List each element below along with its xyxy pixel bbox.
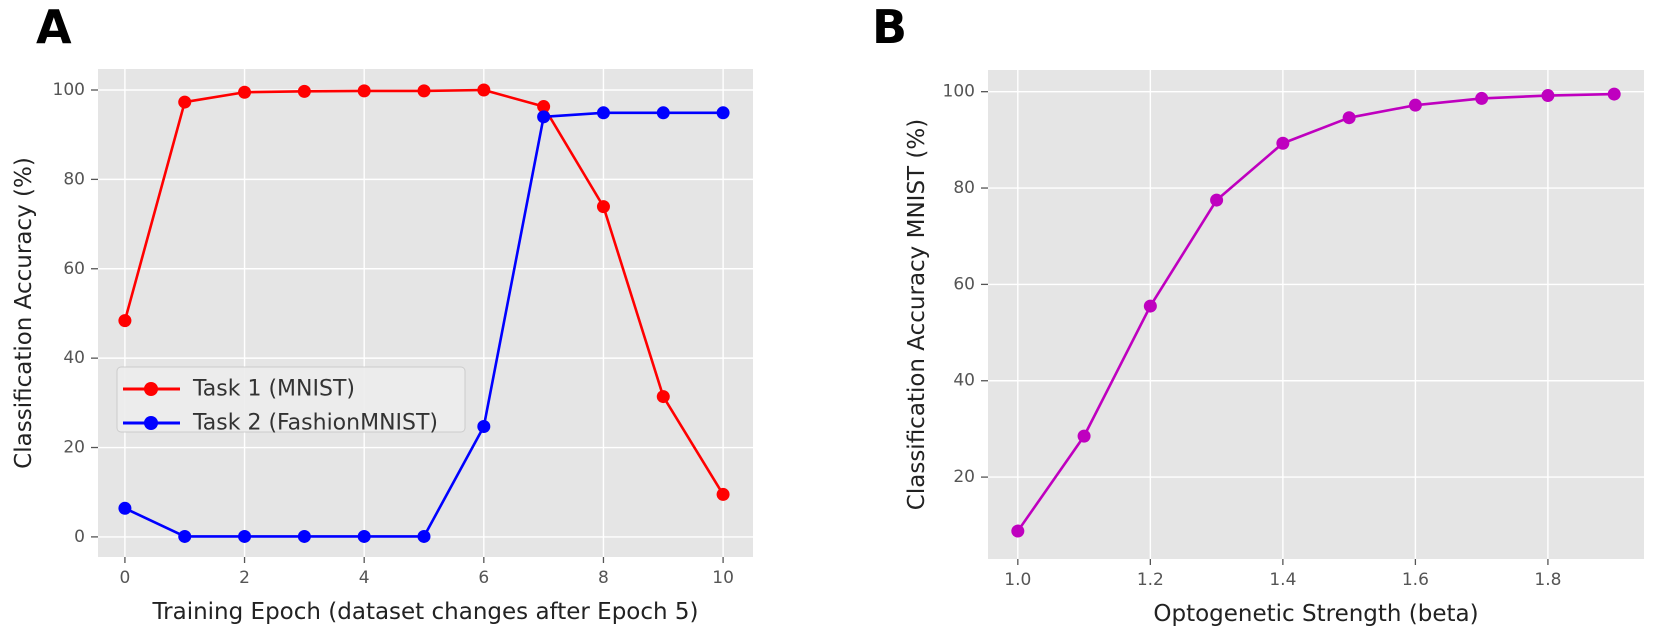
- y-axis-label: Classification Accuracy (%): [11, 157, 37, 469]
- panel-a: A 0 2 4 6 8 10 0 20 40 60 80 100 Training Epoch (dat…: [0, 0, 830, 639]
- y-tick-label: 60: [953, 274, 975, 294]
- x-tick-label: 8: [598, 568, 609, 588]
- data-point-marker: [1011, 524, 1025, 538]
- x-tick-label: 2: [239, 568, 250, 588]
- data-point-marker: [537, 110, 551, 124]
- panel-a-letter: A: [36, 0, 72, 54]
- data-point-marker: [118, 501, 132, 515]
- data-point-marker: [1276, 136, 1290, 150]
- y-tick-label: 0: [74, 527, 85, 547]
- data-point-marker: [297, 529, 311, 543]
- data-point-marker: [656, 106, 670, 120]
- x-tick-label: 1.6: [1402, 570, 1429, 590]
- x-tick-label: 1.0: [1004, 570, 1031, 590]
- tick-labels: 1.0 1.2 1.4 1.6 1.8 20 40 60 80 100: [943, 82, 1562, 590]
- plot-area: [98, 69, 753, 557]
- x-tick-label: 1.4: [1269, 570, 1296, 590]
- y-tick-label: 40: [953, 371, 975, 391]
- data-point-marker: [1077, 429, 1091, 443]
- chart-b-line-plot: 1.0 1.2 1.4 1.6 1.8 20 40 60 80 100 Optogenetic St…: [904, 70, 1644, 627]
- legend-marker: [144, 382, 158, 396]
- x-tick-label: 0: [120, 568, 131, 588]
- tick-marks: [981, 91, 1549, 565]
- y-tick-label: 80: [63, 169, 85, 189]
- y-tick-label: 20: [953, 467, 975, 487]
- series-line: [1016, 92, 1616, 533]
- x-tick-label: 6: [478, 568, 489, 588]
- series-1: [118, 83, 730, 501]
- y-tick-label: 80: [953, 178, 975, 198]
- data-point-marker: [1210, 193, 1224, 207]
- y-tick-label: 100: [53, 80, 85, 100]
- data-point-marker: [1143, 299, 1157, 313]
- series-2: [118, 106, 730, 543]
- data-point-marker: [716, 487, 730, 501]
- x-tick-label: 4: [359, 568, 370, 588]
- data-point-marker: [1342, 111, 1356, 125]
- data-point-marker: [238, 85, 252, 99]
- x-axis-label: Training Epoch (dataset changes after Ep…: [151, 599, 698, 625]
- y-tick-label: 60: [63, 259, 85, 279]
- data-point-marker: [656, 390, 670, 404]
- data-point-marker: [357, 529, 371, 543]
- legend-box: [116, 366, 466, 433]
- data-point-marker: [417, 529, 431, 543]
- data-point-marker: [1607, 87, 1621, 101]
- x-tick-label: 10: [712, 568, 734, 588]
- legend-entry-label: Task 2 (FashionMNIST): [192, 411, 438, 436]
- data-point-marker: [1475, 91, 1489, 105]
- y-tick-label: 20: [63, 438, 85, 458]
- x-tick-label: 1.2: [1137, 570, 1164, 590]
- data-point-marker: [477, 83, 491, 97]
- legend-entry-label: Task 1 (MNIST): [192, 377, 355, 402]
- data-point-marker: [1541, 89, 1555, 103]
- data-point-marker: [178, 529, 192, 543]
- series-1: [1011, 87, 1621, 538]
- y-axis-label: Classification Accuracy MNIST (%): [904, 119, 930, 510]
- data-point-marker: [716, 106, 730, 120]
- y-tick-label: 40: [63, 348, 85, 368]
- x-tick-label: 1.8: [1534, 570, 1561, 590]
- gridlines: [988, 70, 1644, 559]
- panel-b: B 1.0 1.2 1.4 1.6 1.8 20 40 60 80 100 Optogenetic …: [830, 0, 1661, 639]
- x-axis-label: Optogenetic Strength (beta): [1153, 601, 1478, 627]
- data-point-marker: [596, 106, 610, 120]
- panel-b-letter: B: [872, 0, 908, 54]
- data-point-marker: [297, 84, 311, 98]
- data-point-marker: [238, 529, 252, 543]
- data-point-marker: [596, 200, 610, 214]
- data-point-marker: [178, 95, 192, 109]
- gridlines: [98, 69, 753, 557]
- legend-marker: [144, 416, 158, 430]
- data-point-marker: [1408, 98, 1422, 112]
- y-tick-label: 100: [943, 82, 975, 102]
- legend: Task 1 (MNIST) Task 2 (FashionMNIST): [116, 366, 466, 436]
- data-point-marker: [118, 314, 132, 328]
- data-point-marker: [417, 84, 431, 98]
- plot-area: [988, 70, 1644, 559]
- data-point-marker: [537, 100, 551, 114]
- data-point-marker: [477, 420, 491, 434]
- data-point-marker: [357, 84, 371, 98]
- tick-marks: [91, 89, 724, 563]
